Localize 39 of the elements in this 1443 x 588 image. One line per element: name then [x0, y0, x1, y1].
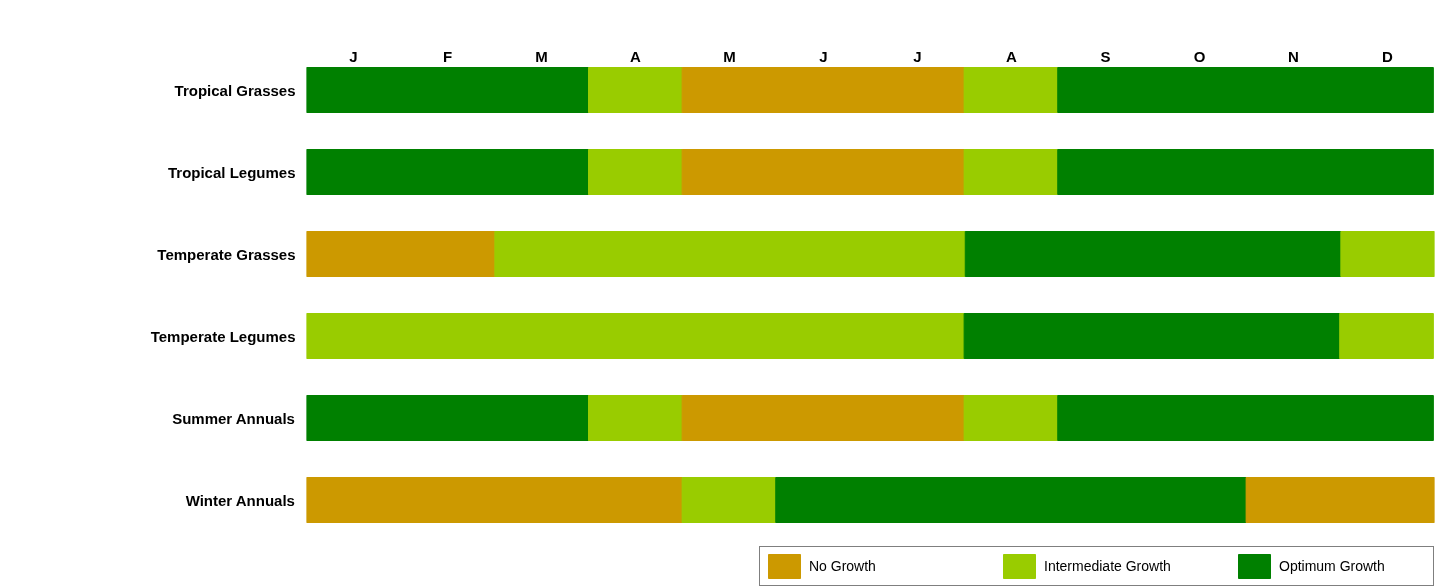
bar [306, 395, 589, 441]
legend-label: No Growth [809, 558, 877, 574]
annotation: O [1193, 48, 1206, 65]
bar [1340, 231, 1435, 277]
annotation: D [1382, 48, 1394, 65]
annotation: N [1288, 48, 1299, 65]
annotation: A [630, 48, 642, 65]
annotation: J [819, 48, 828, 65]
bar [494, 231, 966, 277]
bar [681, 149, 965, 195]
y-tick-label: Temperate Legumes [150, 327, 296, 345]
legend-label: Optimum Growth [1279, 558, 1386, 574]
y-tick-label: Winter Annuals [185, 491, 295, 509]
bar [1057, 149, 1434, 195]
annotation: A [1006, 48, 1018, 65]
bar [681, 67, 965, 113]
y-tick-label: Tropical Legumes [167, 163, 296, 181]
bar [963, 149, 1059, 195]
annotation: F [442, 48, 453, 65]
annotation: S [1100, 48, 1111, 65]
bar [681, 477, 777, 523]
y-tick-label: Tropical Grasses [174, 81, 296, 99]
y-tick-label: Summer Annuals [172, 409, 295, 427]
y-tick-label: Temperate Grasses [157, 245, 296, 263]
bar [963, 67, 1059, 113]
bar [681, 395, 965, 441]
bar [1057, 67, 1434, 113]
bar [306, 67, 589, 113]
bar [588, 149, 683, 195]
annotation: M [535, 48, 548, 65]
bar [588, 67, 683, 113]
bar [1057, 395, 1434, 441]
legend-label: Intermediate Growth [1044, 558, 1172, 574]
annotation: J [913, 48, 922, 65]
bar [588, 395, 683, 441]
annotation: M [723, 48, 736, 65]
bar [306, 149, 589, 195]
bar [963, 395, 1059, 441]
annotation: J [349, 48, 358, 65]
